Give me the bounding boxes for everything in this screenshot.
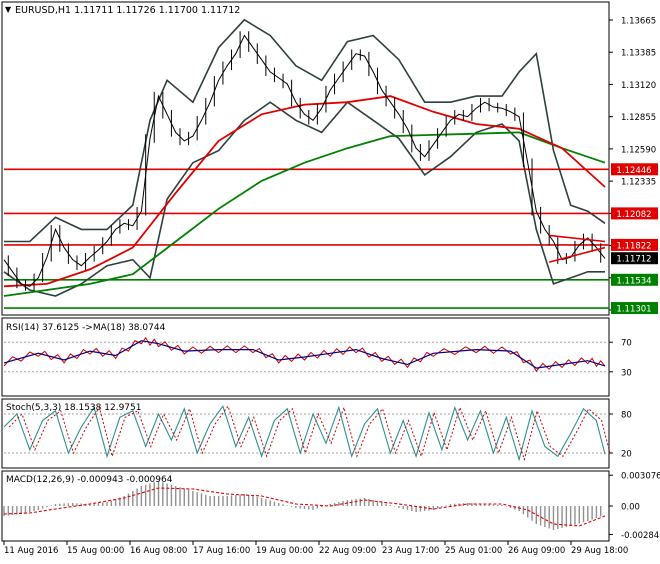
macd-y-tick-label: 0.003076 — [621, 472, 660, 482]
stoch-y-tick-label: 20 — [621, 450, 632, 460]
trend-line — [548, 246, 606, 263]
rsi-layer: 70 30 — [3, 336, 632, 378]
price-tag-box — [611, 252, 658, 265]
moving-average-green — [3, 131, 606, 297]
rsi-label: RSI(14) 37.6125 ->MA(18) 38.0744 — [6, 323, 166, 333]
rsi-y-tick-label: 70 — [621, 339, 632, 349]
price-line — [3, 34, 606, 287]
price-tag-box — [611, 238, 658, 251]
rsi-panel-frame — [1, 317, 610, 397]
macd-label: MACD(12,26,9) -0.000943 -0.000964 — [6, 475, 173, 485]
x-axis-tick-label: 17 Aug 16:00 — [193, 546, 250, 556]
x-axis-tick-label: 15 Aug 00:00 — [67, 546, 124, 556]
x-axis-tick-label: 11 Aug 2016 — [4, 546, 58, 556]
main-y-tick-label: 1.12335 — [621, 178, 656, 188]
trend-line — [549, 234, 606, 243]
bollinger-lower-band — [3, 101, 605, 297]
moving-average-red — [3, 95, 606, 288]
rsi-y-tick-label: 30 — [621, 368, 632, 378]
x-axis-tick-label: 16 Aug 08:00 — [130, 546, 187, 556]
price-tag-label: 1.11534 — [616, 276, 651, 286]
stoch-panel-frame — [1, 398, 610, 469]
x-axis-tick-label: 22 Aug 09:00 — [319, 546, 376, 556]
price-tag-box — [611, 207, 658, 220]
price-tag-box — [611, 163, 658, 176]
x-axis-tick-label: 25 Aug 01:00 — [445, 546, 502, 556]
price-tag-label: 1.12446 — [616, 166, 651, 176]
macd-signal-line — [3, 487, 606, 527]
x-axis-tick-label: 19 Aug 00:00 — [256, 546, 313, 556]
price-tag-label: 1.11301 — [616, 305, 651, 315]
rsi-ma-line — [3, 340, 606, 369]
x-axis-tick-label: 23 Aug 17:00 — [382, 546, 439, 556]
main-y-tick-label: 1.13665 — [621, 17, 656, 27]
x-axis-tick-label: 29 Aug 18:00 — [571, 546, 628, 556]
price-tag-box — [611, 273, 658, 286]
main-panel-frame — [1, 1, 610, 316]
price-tag-box — [611, 302, 658, 315]
bollinger-upper-band — [4, 18, 606, 243]
chart-title: EURUSD,H1 1.11711 1.11726 1.11700 1.1171… — [15, 5, 240, 16]
title-marker-icon: ▼ — [5, 5, 12, 14]
stoch-layer: 80 20 — [3, 404, 632, 462]
price-tag-label: 1.12082 — [616, 210, 651, 220]
price-tag-label: 1.11822 — [616, 241, 651, 251]
main-y-tick-label: 1.13385 — [621, 49, 656, 59]
macd-y-tick-label: 0.00 — [621, 503, 640, 513]
main-y-tick-label: 1.12855 — [621, 113, 656, 123]
stoch-y-tick-label: 80 — [621, 411, 632, 421]
x-axis-tick-label: 26 Aug 09:00 — [508, 546, 565, 556]
rsi-line — [3, 336, 606, 372]
x-axis: 11 Aug 2016 15 Aug 00:00 16 Aug 08:00 17 Au… — [3, 541, 628, 556]
price-tag-label: 1.11712 — [616, 255, 651, 265]
main-y-tick-label: 1.13120 — [621, 81, 656, 91]
stoch-label: Stoch(5,3,3) 18.1538 12.9751 — [6, 403, 141, 413]
main-y-tick-label: 1.12590 — [621, 145, 656, 155]
main-layer: 1.13665 1.13385 1.13120 1.12855 1.12590 1.123… — [3, 17, 658, 317]
